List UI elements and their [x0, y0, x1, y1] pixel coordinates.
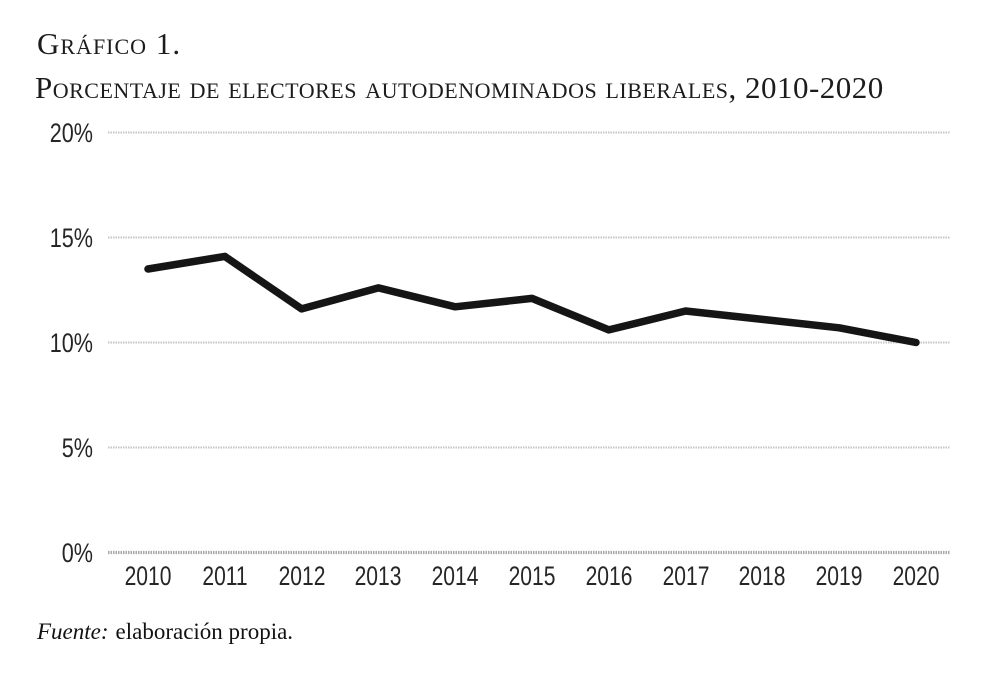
source-note: Fuente: elaboración propia.	[37, 619, 293, 645]
x-axis-tick-label: 2011	[202, 561, 248, 591]
y-axis-tick-label: 5%	[61, 432, 93, 463]
chart-title: Gráfico 1.	[37, 26, 182, 61]
data-series-line	[144, 252, 920, 347]
x-axis-tick-label: 2014	[431, 561, 479, 591]
x-axis-tick-label: 2017	[662, 561, 710, 591]
x-axis-tick-label: 2012	[278, 561, 326, 591]
source-label: Fuente:	[37, 619, 109, 644]
chart-subtitle: Porcentaje de electores autodenominados …	[35, 70, 884, 105]
x-axis-tick-label: 2013	[354, 561, 402, 591]
y-axis-tick-label: 15%	[49, 222, 93, 253]
x-axis-tick-label: 2010	[124, 561, 172, 591]
x-axis-tick-label: 2020	[892, 561, 940, 591]
x-axis-tick-label: 2018	[738, 561, 786, 591]
x-axis-tick-label: 2015	[508, 561, 556, 591]
source-text: elaboración propia.	[115, 619, 294, 644]
y-axis-tick-label: 20%	[49, 117, 93, 148]
y-axis-tick-label: 0%	[61, 537, 93, 568]
x-axis-tick-label: 2019	[815, 561, 863, 591]
y-axis-tick-label: 10%	[49, 327, 93, 358]
x-axis-tick-label: 2016	[585, 561, 633, 591]
